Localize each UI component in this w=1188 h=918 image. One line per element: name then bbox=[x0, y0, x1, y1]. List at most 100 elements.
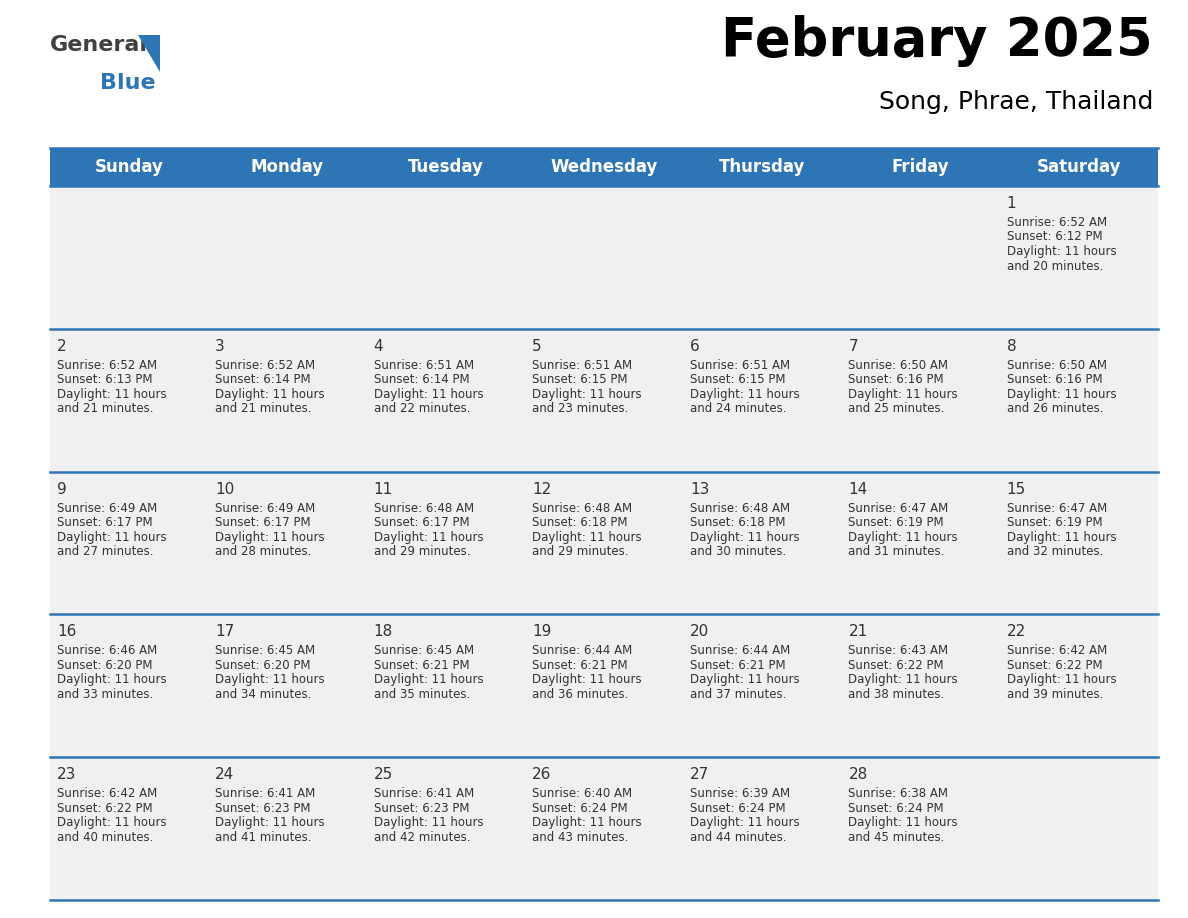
Text: and 32 minutes.: and 32 minutes. bbox=[1006, 545, 1104, 558]
Text: Sunset: 6:24 PM: Sunset: 6:24 PM bbox=[532, 801, 627, 814]
Text: 10: 10 bbox=[215, 482, 234, 497]
Text: 28: 28 bbox=[848, 767, 867, 782]
Bar bbox=[50, 186, 1158, 329]
Text: and 38 minutes.: and 38 minutes. bbox=[848, 688, 944, 701]
Text: Daylight: 11 hours: Daylight: 11 hours bbox=[848, 674, 958, 687]
Text: Sunrise: 6:51 AM: Sunrise: 6:51 AM bbox=[690, 359, 790, 372]
Text: Daylight: 11 hours: Daylight: 11 hours bbox=[848, 387, 958, 401]
Text: Sunset: 6:23 PM: Sunset: 6:23 PM bbox=[215, 801, 311, 814]
Text: 26: 26 bbox=[532, 767, 551, 782]
Text: and 25 minutes.: and 25 minutes. bbox=[848, 402, 944, 415]
Text: 2: 2 bbox=[57, 339, 67, 353]
Text: Blue: Blue bbox=[100, 73, 156, 93]
Text: and 43 minutes.: and 43 minutes. bbox=[532, 831, 628, 844]
Text: 19: 19 bbox=[532, 624, 551, 640]
Text: Sunset: 6:17 PM: Sunset: 6:17 PM bbox=[373, 516, 469, 529]
Text: Sunset: 6:16 PM: Sunset: 6:16 PM bbox=[1006, 374, 1102, 386]
Text: Sunset: 6:17 PM: Sunset: 6:17 PM bbox=[57, 516, 152, 529]
Text: Sunset: 6:18 PM: Sunset: 6:18 PM bbox=[690, 516, 785, 529]
Text: and 28 minutes.: and 28 minutes. bbox=[215, 545, 311, 558]
Bar bbox=[50, 148, 1158, 186]
Text: Sunrise: 6:41 AM: Sunrise: 6:41 AM bbox=[215, 788, 316, 800]
Bar bbox=[50, 757, 1158, 900]
Text: Sunrise: 6:47 AM: Sunrise: 6:47 AM bbox=[1006, 501, 1107, 515]
Text: Sunrise: 6:52 AM: Sunrise: 6:52 AM bbox=[57, 359, 157, 372]
Text: Daylight: 11 hours: Daylight: 11 hours bbox=[57, 531, 166, 543]
Text: Sunrise: 6:43 AM: Sunrise: 6:43 AM bbox=[848, 644, 948, 657]
Text: Sunrise: 6:39 AM: Sunrise: 6:39 AM bbox=[690, 788, 790, 800]
Text: Sunset: 6:13 PM: Sunset: 6:13 PM bbox=[57, 374, 152, 386]
Bar bbox=[50, 472, 1158, 614]
Text: 12: 12 bbox=[532, 482, 551, 497]
Text: 22: 22 bbox=[1006, 624, 1026, 640]
Text: Sunset: 6:20 PM: Sunset: 6:20 PM bbox=[215, 659, 311, 672]
Text: and 44 minutes.: and 44 minutes. bbox=[690, 831, 786, 844]
Text: 21: 21 bbox=[848, 624, 867, 640]
Text: Sunday: Sunday bbox=[95, 158, 164, 176]
Bar bbox=[50, 329, 1158, 472]
Text: 8: 8 bbox=[1006, 339, 1017, 353]
Text: Monday: Monday bbox=[251, 158, 324, 176]
Text: and 37 minutes.: and 37 minutes. bbox=[690, 688, 786, 701]
Text: Daylight: 11 hours: Daylight: 11 hours bbox=[690, 531, 800, 543]
Text: Daylight: 11 hours: Daylight: 11 hours bbox=[848, 816, 958, 829]
Text: Sunrise: 6:48 AM: Sunrise: 6:48 AM bbox=[532, 501, 632, 515]
Text: 7: 7 bbox=[848, 339, 858, 353]
Text: Friday: Friday bbox=[892, 158, 949, 176]
Text: Sunrise: 6:50 AM: Sunrise: 6:50 AM bbox=[1006, 359, 1107, 372]
Text: Sunset: 6:24 PM: Sunset: 6:24 PM bbox=[690, 801, 785, 814]
Text: and 40 minutes.: and 40 minutes. bbox=[57, 831, 153, 844]
Text: and 21 minutes.: and 21 minutes. bbox=[215, 402, 311, 415]
Text: Sunrise: 6:38 AM: Sunrise: 6:38 AM bbox=[848, 788, 948, 800]
Text: Daylight: 11 hours: Daylight: 11 hours bbox=[690, 674, 800, 687]
Text: 11: 11 bbox=[373, 482, 393, 497]
Text: and 20 minutes.: and 20 minutes. bbox=[1006, 260, 1104, 273]
Text: 24: 24 bbox=[215, 767, 234, 782]
Text: February 2025: February 2025 bbox=[721, 15, 1154, 67]
Text: 3: 3 bbox=[215, 339, 225, 353]
Text: Sunrise: 6:49 AM: Sunrise: 6:49 AM bbox=[215, 501, 316, 515]
Text: and 36 minutes.: and 36 minutes. bbox=[532, 688, 628, 701]
Text: Daylight: 11 hours: Daylight: 11 hours bbox=[1006, 245, 1117, 258]
Text: Sunset: 6:14 PM: Sunset: 6:14 PM bbox=[373, 374, 469, 386]
Text: Sunrise: 6:48 AM: Sunrise: 6:48 AM bbox=[690, 501, 790, 515]
Text: Sunrise: 6:51 AM: Sunrise: 6:51 AM bbox=[373, 359, 474, 372]
Text: and 35 minutes.: and 35 minutes. bbox=[373, 688, 469, 701]
Text: Sunset: 6:15 PM: Sunset: 6:15 PM bbox=[532, 374, 627, 386]
Text: Sunset: 6:21 PM: Sunset: 6:21 PM bbox=[690, 659, 785, 672]
Text: Sunrise: 6:51 AM: Sunrise: 6:51 AM bbox=[532, 359, 632, 372]
Text: Wednesday: Wednesday bbox=[550, 158, 658, 176]
Text: 23: 23 bbox=[57, 767, 76, 782]
Text: Daylight: 11 hours: Daylight: 11 hours bbox=[373, 674, 484, 687]
Text: 15: 15 bbox=[1006, 482, 1026, 497]
Text: Sunset: 6:23 PM: Sunset: 6:23 PM bbox=[373, 801, 469, 814]
Text: Daylight: 11 hours: Daylight: 11 hours bbox=[57, 387, 166, 401]
Text: and 33 minutes.: and 33 minutes. bbox=[57, 688, 153, 701]
Text: and 30 minutes.: and 30 minutes. bbox=[690, 545, 786, 558]
Text: Sunset: 6:20 PM: Sunset: 6:20 PM bbox=[57, 659, 152, 672]
Text: and 34 minutes.: and 34 minutes. bbox=[215, 688, 311, 701]
Polygon shape bbox=[138, 35, 160, 72]
Text: and 29 minutes.: and 29 minutes. bbox=[373, 545, 470, 558]
Text: Daylight: 11 hours: Daylight: 11 hours bbox=[1006, 674, 1117, 687]
Text: 25: 25 bbox=[373, 767, 393, 782]
Text: Sunrise: 6:44 AM: Sunrise: 6:44 AM bbox=[690, 644, 790, 657]
Text: Daylight: 11 hours: Daylight: 11 hours bbox=[215, 674, 324, 687]
Text: Daylight: 11 hours: Daylight: 11 hours bbox=[532, 531, 642, 543]
Text: Sunset: 6:22 PM: Sunset: 6:22 PM bbox=[1006, 659, 1102, 672]
Text: and 24 minutes.: and 24 minutes. bbox=[690, 402, 786, 415]
Text: Daylight: 11 hours: Daylight: 11 hours bbox=[848, 531, 958, 543]
Text: Sunset: 6:18 PM: Sunset: 6:18 PM bbox=[532, 516, 627, 529]
Text: Sunset: 6:14 PM: Sunset: 6:14 PM bbox=[215, 374, 311, 386]
Text: 17: 17 bbox=[215, 624, 234, 640]
Text: Sunrise: 6:42 AM: Sunrise: 6:42 AM bbox=[1006, 644, 1107, 657]
Text: and 29 minutes.: and 29 minutes. bbox=[532, 545, 628, 558]
Text: 20: 20 bbox=[690, 624, 709, 640]
Text: Sunrise: 6:46 AM: Sunrise: 6:46 AM bbox=[57, 644, 157, 657]
Text: Daylight: 11 hours: Daylight: 11 hours bbox=[373, 816, 484, 829]
Text: and 31 minutes.: and 31 minutes. bbox=[848, 545, 944, 558]
Text: and 23 minutes.: and 23 minutes. bbox=[532, 402, 628, 415]
Text: Sunset: 6:21 PM: Sunset: 6:21 PM bbox=[532, 659, 627, 672]
Text: 18: 18 bbox=[373, 624, 393, 640]
Text: 9: 9 bbox=[57, 482, 67, 497]
